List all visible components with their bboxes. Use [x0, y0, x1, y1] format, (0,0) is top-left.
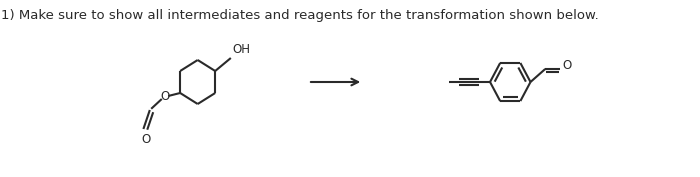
Text: 1) Make sure to show all intermediates and reagents for the transformation shown: 1) Make sure to show all intermediates a…	[1, 9, 599, 22]
Text: O: O	[563, 59, 572, 73]
Text: O: O	[160, 90, 169, 103]
Text: OH: OH	[232, 43, 250, 56]
Text: O: O	[141, 133, 150, 146]
